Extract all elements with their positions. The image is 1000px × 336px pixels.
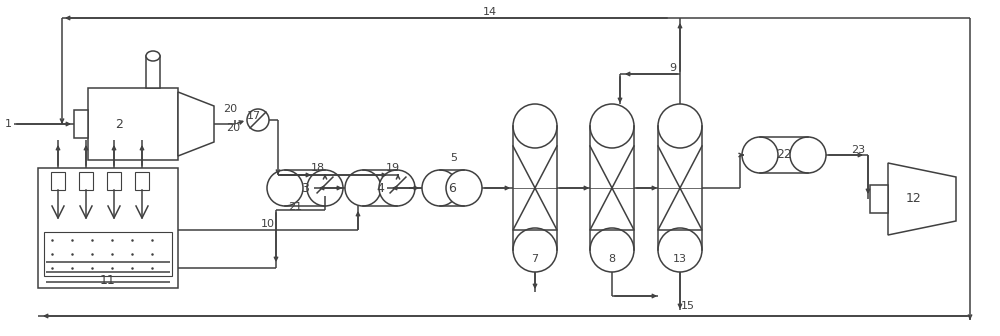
Text: 5: 5 (450, 153, 458, 163)
Ellipse shape (379, 170, 415, 206)
Polygon shape (888, 163, 956, 235)
Polygon shape (870, 185, 888, 213)
Text: 8: 8 (608, 254, 616, 264)
Text: 2: 2 (116, 118, 123, 130)
Text: 13: 13 (673, 254, 687, 264)
Ellipse shape (790, 137, 826, 173)
Ellipse shape (590, 228, 634, 272)
Ellipse shape (590, 104, 634, 148)
Ellipse shape (658, 228, 702, 272)
Ellipse shape (146, 51, 160, 61)
Polygon shape (178, 92, 214, 156)
Text: 4: 4 (376, 181, 384, 195)
Text: 3: 3 (301, 181, 309, 195)
Polygon shape (513, 126, 557, 250)
Text: 15: 15 (681, 301, 695, 311)
Ellipse shape (267, 170, 303, 206)
Text: 20: 20 (223, 104, 237, 114)
Polygon shape (285, 170, 325, 206)
Polygon shape (658, 126, 702, 250)
Polygon shape (135, 172, 149, 190)
Polygon shape (590, 126, 634, 250)
Polygon shape (74, 110, 88, 138)
Text: 20: 20 (226, 123, 240, 133)
Polygon shape (440, 170, 464, 206)
Text: 12: 12 (906, 193, 922, 206)
Ellipse shape (658, 104, 702, 148)
Text: 19: 19 (386, 163, 400, 173)
Text: 21: 21 (288, 202, 302, 212)
Polygon shape (51, 172, 65, 190)
Text: 1: 1 (5, 119, 12, 129)
Polygon shape (38, 168, 178, 288)
Text: 9: 9 (669, 63, 677, 73)
Text: 7: 7 (531, 254, 539, 264)
Ellipse shape (742, 137, 778, 173)
Polygon shape (79, 172, 93, 190)
Polygon shape (146, 56, 160, 88)
Text: 18: 18 (311, 163, 325, 173)
Ellipse shape (307, 170, 343, 206)
Polygon shape (107, 172, 121, 190)
Polygon shape (760, 137, 808, 173)
Text: 11: 11 (100, 274, 116, 287)
Ellipse shape (345, 170, 381, 206)
Text: 6: 6 (448, 181, 456, 195)
Text: 10: 10 (261, 219, 275, 229)
Polygon shape (88, 88, 178, 160)
Polygon shape (44, 232, 172, 276)
Text: 17: 17 (247, 111, 261, 121)
Text: 14: 14 (483, 7, 497, 17)
Ellipse shape (513, 104, 557, 148)
Ellipse shape (513, 228, 557, 272)
Text: 22: 22 (776, 149, 792, 162)
Polygon shape (363, 170, 397, 206)
Ellipse shape (422, 170, 458, 206)
Ellipse shape (446, 170, 482, 206)
Text: 23: 23 (851, 145, 865, 155)
